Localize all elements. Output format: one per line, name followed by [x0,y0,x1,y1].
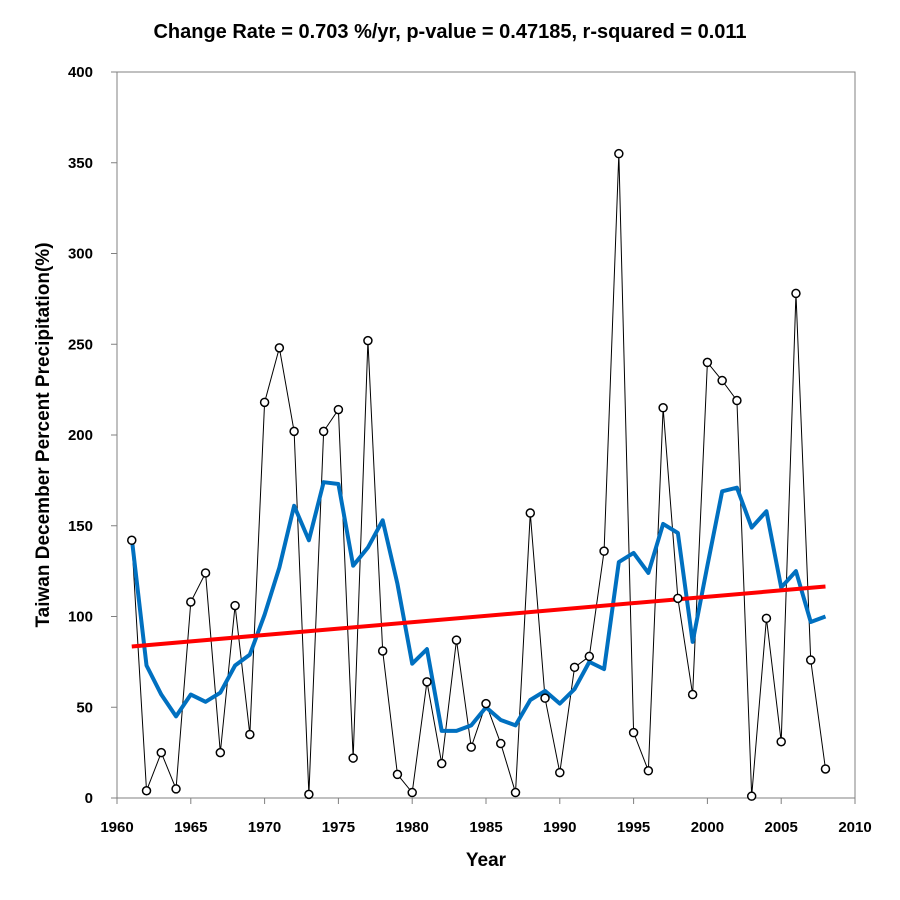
observed-point [408,789,416,797]
observed-point [571,663,579,671]
observed-point [393,770,401,778]
observed-point [674,594,682,602]
observed-point [275,344,283,352]
observed-point [762,614,770,622]
observed-point [261,398,269,406]
observed-point [792,289,800,297]
observed-point [143,787,151,795]
observed-point [807,656,815,664]
observed-point [585,652,593,660]
observed-point [379,647,387,655]
x-tick-label: 1970 [248,819,281,836]
observed-point [659,404,667,412]
y-tick-label: 0 [85,790,93,807]
y-axis-title: Taiwan December Percent Precipitation(%) [33,242,54,627]
observed-point [349,754,357,762]
x-tick-label: 1985 [469,819,502,836]
observed-point [541,694,549,702]
observed-point [334,406,342,414]
observed-point [497,740,505,748]
observed-point [172,785,180,793]
x-tick-label: 1960 [100,819,133,836]
x-tick-label: 2010 [838,819,871,836]
observed-point [733,397,741,405]
observed-point [187,598,195,606]
observed-point [644,767,652,775]
x-tick-label: 1975 [322,819,355,836]
observed-point [202,569,210,577]
y-tick-label: 250 [68,336,93,353]
observed-point [512,789,520,797]
observed-point [718,377,726,385]
y-tick-label: 50 [76,699,93,716]
observed-point [216,749,224,757]
observed-point [556,769,564,777]
y-tick-label: 400 [68,64,93,81]
observed-point [423,678,431,686]
observed-point [748,792,756,800]
observed-point [630,729,638,737]
x-tick-label: 2005 [765,819,798,836]
observed-point [777,738,785,746]
x-tick-label: 1990 [543,819,576,836]
observed-point [703,358,711,366]
observed-point [290,427,298,435]
x-tick-label: 1980 [396,819,429,836]
y-tick-label: 300 [68,246,93,263]
observed-point [364,337,372,345]
x-tick-label: 1965 [174,819,207,836]
observed-point [482,700,490,708]
x-tick-label: 2000 [691,819,724,836]
observed-point [600,547,608,555]
observed-point [467,743,475,751]
y-tick-label: 100 [68,609,93,626]
x-axis-title: Year [466,850,507,871]
y-tick-label: 150 [68,518,93,535]
y-tick-label: 200 [68,427,93,444]
observed-point [438,760,446,768]
y-tick-label: 350 [68,155,93,172]
observed-point [231,602,239,610]
observed-point [452,636,460,644]
observed-point [689,691,697,699]
x-tick-label: 1995 [617,819,650,836]
observed-point [128,536,136,544]
observed-point [320,427,328,435]
observed-point [246,730,254,738]
observed-point [305,790,313,798]
observed-point [526,509,534,517]
observed-point [157,749,165,757]
observed-point [615,150,623,158]
observed-point [821,765,829,773]
chart-title: Change Rate = 0.703 %/yr, p-value = 0.47… [153,21,746,43]
